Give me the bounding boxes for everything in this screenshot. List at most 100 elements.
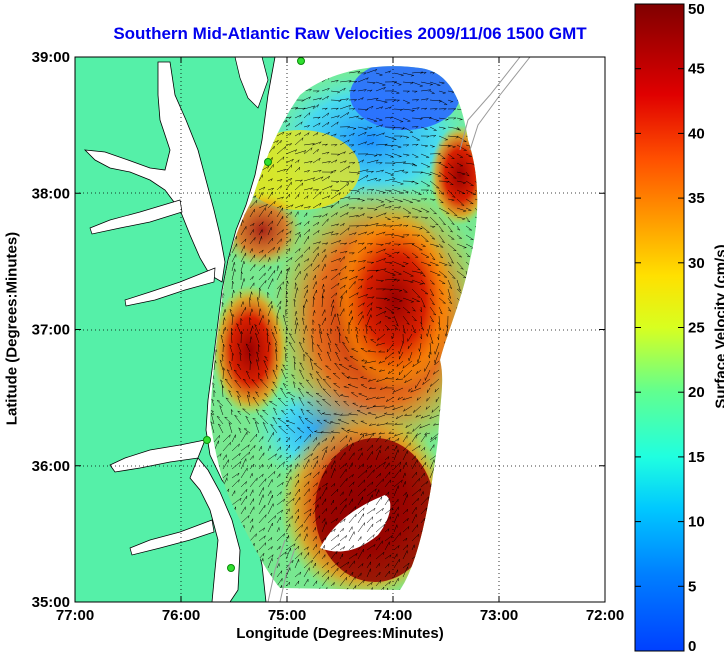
velocity-vector	[348, 513, 357, 524]
velocity-vector	[465, 225, 472, 231]
potomac-river	[89, 199, 183, 235]
velocity-vector	[375, 563, 380, 569]
velocity-vector	[334, 343, 341, 353]
velocity-vector	[271, 389, 278, 398]
velocity-vector	[222, 327, 227, 335]
velocity-vector	[357, 278, 364, 282]
velocity-vector	[384, 206, 392, 209]
velocity-vector	[434, 351, 440, 363]
velocity-vector	[309, 373, 314, 380]
velocity-vector	[330, 121, 339, 128]
y-tick-label: 37:00	[32, 322, 70, 339]
colorbar	[634, 3, 685, 652]
velocity-vector	[447, 144, 456, 148]
velocity-vector	[384, 198, 392, 203]
velocity-vector	[258, 204, 268, 209]
velocity-vector	[294, 107, 306, 111]
velocity-vector	[420, 126, 428, 131]
velocity-vector	[247, 391, 251, 398]
velocity-vector	[213, 360, 217, 371]
velocity-vector	[258, 254, 266, 263]
velocity-vector	[384, 491, 390, 497]
velocity-vector	[369, 366, 377, 371]
velocity-vector	[303, 273, 308, 281]
velocity-vector	[438, 279, 446, 284]
velocity-vector	[276, 446, 281, 452]
velocity-vector	[330, 436, 335, 443]
velocity-vector	[283, 346, 287, 353]
velocity-vector	[240, 226, 247, 236]
velocity-vector	[231, 472, 240, 479]
velocity-vector	[366, 159, 379, 164]
velocity-vector	[375, 179, 381, 182]
velocity-vector	[384, 588, 389, 590]
velocity-vector	[385, 351, 395, 360]
velocity-vector	[303, 533, 308, 542]
velocity-vector	[330, 99, 342, 103]
velocity-vector	[348, 383, 359, 389]
velocity-vector	[357, 77, 369, 83]
velocity-vector	[258, 535, 266, 542]
velocity-vector	[312, 536, 317, 542]
velocity-vector	[258, 487, 264, 497]
radar-station-marker	[297, 57, 305, 65]
velocity-vector	[330, 180, 340, 184]
velocity-vector	[366, 153, 378, 157]
velocity-vector	[375, 204, 385, 209]
velocity-vector	[221, 301, 225, 308]
velocity-vector	[291, 397, 296, 407]
velocity-vector	[286, 419, 296, 425]
velocity-vector	[393, 532, 401, 542]
velocity-vector	[294, 580, 300, 587]
velocity-vector	[339, 468, 347, 479]
y-axis: 39:00 38:00 37:00 36:00 35:00	[32, 49, 605, 611]
bathymetry-contours	[267, 57, 531, 602]
velocity-vector	[245, 343, 251, 353]
velocity-vector	[303, 481, 310, 488]
velocity-vector	[402, 288, 408, 293]
velocity-vector	[255, 408, 260, 416]
velocity-vector	[363, 335, 368, 344]
velocity-vector	[294, 322, 299, 335]
velocity-vector	[339, 180, 350, 184]
velocity-vector	[321, 288, 325, 299]
velocity-vector	[300, 408, 305, 416]
velocity-vector	[447, 99, 454, 103]
velocity-vector	[294, 99, 305, 102]
velocity-vector	[330, 153, 341, 156]
velocity-vector	[321, 309, 326, 317]
velocity-vector	[258, 308, 262, 317]
velocity-vector	[416, 396, 422, 401]
velocity-vector	[447, 108, 457, 111]
velocity-vector	[339, 443, 349, 452]
velocity-vector	[297, 387, 305, 398]
velocity-vector	[229, 344, 233, 353]
velocity-vector	[366, 307, 372, 317]
velocity-vector	[240, 331, 244, 344]
velocity-vector	[438, 117, 449, 121]
velocity-vector	[418, 342, 422, 352]
velocity-vector	[429, 342, 432, 355]
velocity-vector	[366, 568, 372, 578]
velocity-vector	[368, 386, 377, 390]
velocity-vector	[294, 248, 301, 254]
velocity-vector	[258, 272, 266, 281]
velocity-vector	[224, 378, 233, 389]
velocity-vector	[357, 548, 364, 560]
velocity-vector	[402, 472, 406, 479]
velocity-vector	[420, 455, 426, 461]
velocity-vector	[420, 81, 433, 86]
velocity-vector	[357, 536, 362, 542]
velocity-vector	[416, 369, 422, 374]
velocity-vector	[447, 153, 455, 159]
velocity-vector	[231, 332, 234, 344]
velocity-vector	[411, 506, 417, 515]
velocity-vector	[375, 496, 383, 506]
velocity-vector	[438, 126, 446, 130]
velocity-vector	[410, 387, 422, 393]
velocity-vector	[412, 216, 419, 219]
velocity-vector	[321, 254, 327, 263]
velocity-vector	[287, 392, 296, 398]
colorbar-tick-label: 50	[688, 1, 705, 18]
